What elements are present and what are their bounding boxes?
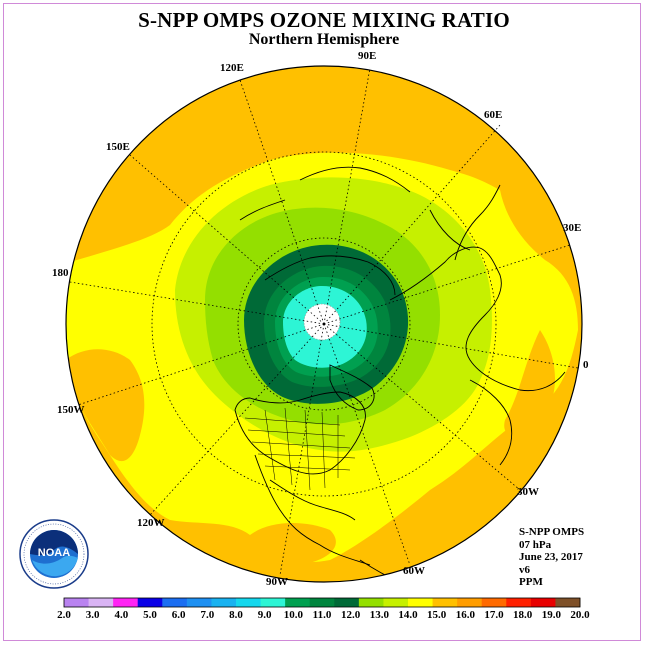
colorbar-swatch xyxy=(432,598,458,607)
lon-label-90w: 90W xyxy=(266,576,288,588)
colorbar-swatch xyxy=(285,598,311,607)
colorbar-label: 18.0 xyxy=(513,609,533,621)
colorbar-label: 14.0 xyxy=(398,609,418,621)
colorbar-swatch xyxy=(506,598,532,607)
colorbar-label: 17.0 xyxy=(484,609,504,621)
page-title: S-NPP OMPS OZONE MIXING RATIO xyxy=(138,8,510,32)
colorbar-swatch xyxy=(309,598,335,607)
colorbar-swatch xyxy=(530,598,556,607)
colorbar-label: 9.0 xyxy=(257,609,272,621)
polar-no-data xyxy=(304,304,340,340)
colorbar-swatch xyxy=(260,598,286,607)
info-block: S-NPP OMPS 07 hPa June 23, 2017 v6 PPM xyxy=(519,526,584,589)
lon-label-120e: 120E xyxy=(220,62,244,74)
info-version: v6 xyxy=(519,563,530,576)
colorbar-label: 8.0 xyxy=(229,609,243,621)
info-level: 07 hPa xyxy=(519,538,552,551)
colorbar-swatch xyxy=(457,598,483,607)
noaa-logo-text: NOAA xyxy=(38,547,70,559)
lon-label-30w: 30W xyxy=(517,486,539,498)
colorbar-label: 6.0 xyxy=(171,609,186,621)
colorbar xyxy=(63,597,581,608)
coastlines xyxy=(234,166,566,582)
colorbar-label: 4.0 xyxy=(114,609,129,621)
colorbar-swatch xyxy=(186,598,212,607)
lon-label-90e: 90E xyxy=(358,50,377,62)
page-subtitle: Northern Hemisphere xyxy=(248,31,400,48)
colorbar-swatch xyxy=(236,598,261,607)
colorbar-swatch xyxy=(358,598,384,607)
colorbar-label: 16.0 xyxy=(455,609,475,621)
band-15-16-right xyxy=(504,330,555,435)
us-states xyxy=(244,407,356,491)
colorbar-label: 10.0 xyxy=(283,609,303,621)
colorbar-label: 3.0 xyxy=(85,609,100,621)
lon-label-30e: 30E xyxy=(563,222,582,234)
colorbar-label: 15.0 xyxy=(427,609,447,621)
lon-label-150e: 150E xyxy=(106,141,130,153)
colorbar-swatch xyxy=(383,598,409,607)
colorbar-swatch xyxy=(137,598,163,607)
colorbar-swatch xyxy=(408,598,433,607)
lon-label-0: 0 xyxy=(583,359,589,371)
lon-label-120w: 120W xyxy=(137,517,165,529)
colorbar-label: 19.0 xyxy=(541,609,561,621)
colorbar-swatch xyxy=(481,598,507,607)
colorbar-swatch xyxy=(555,598,581,607)
lon-label-150w: 150W xyxy=(57,404,85,416)
graticule xyxy=(69,67,579,576)
map-border xyxy=(65,65,583,583)
info-units: PPM xyxy=(519,576,543,588)
lon-label-60w: 60W xyxy=(403,565,425,577)
colorbar-label: 20.0 xyxy=(570,609,590,621)
info-instrument: S-NPP OMPS xyxy=(519,526,585,538)
colorbar-label: 12.0 xyxy=(341,609,361,621)
lon-label-60e: 60E xyxy=(484,109,503,121)
colorbar-swatch xyxy=(334,598,360,607)
colorbar-swatch xyxy=(162,598,188,607)
colorbar-label: 5.0 xyxy=(143,609,157,621)
colorbar-swatch xyxy=(113,598,139,607)
colorbar-label: 13.0 xyxy=(369,609,389,621)
page-frame xyxy=(3,3,641,641)
colorbar-swatch xyxy=(211,598,237,607)
band-15-16-lobe xyxy=(66,349,145,462)
colorbar-swatch xyxy=(88,598,114,607)
colorbar-swatch xyxy=(64,598,89,607)
info-date: June 23, 2017 xyxy=(519,551,583,563)
lon-label-180: 180 xyxy=(52,267,69,279)
colorbar-label: 2.0 xyxy=(57,609,71,621)
band-15-16-bottom xyxy=(250,523,336,566)
colorbar-label: 7.0 xyxy=(200,609,215,621)
noaa-logo-icon: NOAA xyxy=(19,519,89,589)
colorbar-label: 11.0 xyxy=(312,609,332,621)
